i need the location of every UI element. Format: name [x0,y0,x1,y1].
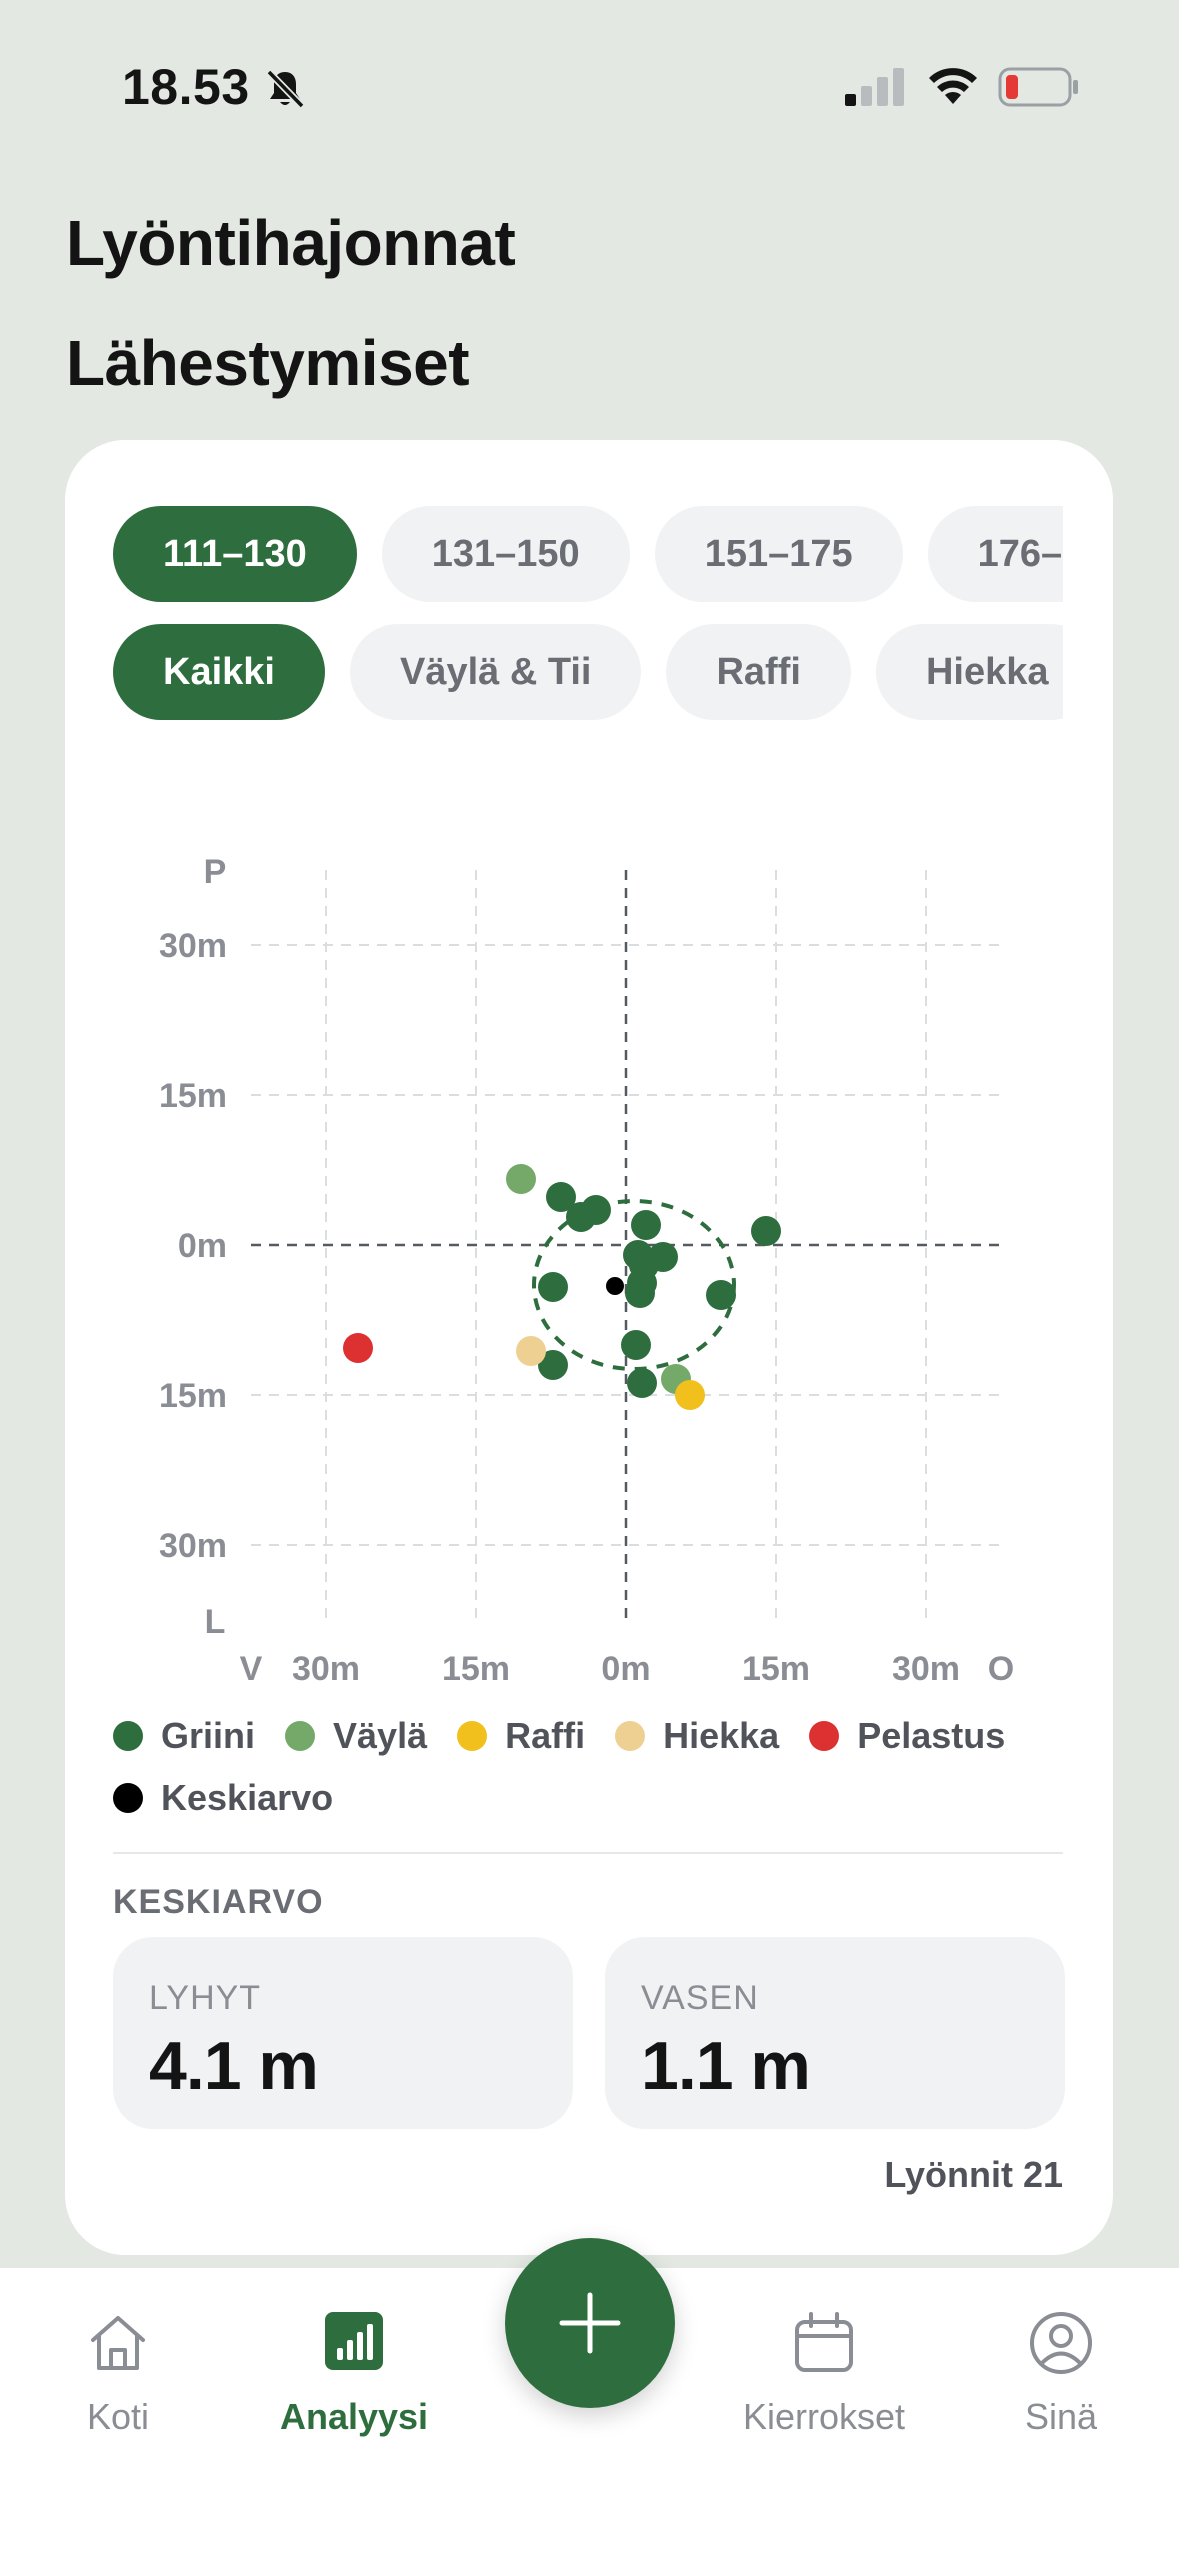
tab-bar: Koti Analyysi Kierrokset Sinä [0,2268,1179,2556]
shot-point-griini [538,1350,568,1380]
lie-filter-chip[interactable]: Hiekka [875,624,1063,720]
stat-left-label: VASEN [641,1979,759,2017]
shot-point-griini [751,1216,781,1246]
tab-profile-label: Sinä [1024,2396,1098,2437]
section-title: Lähestymiset [66,327,470,399]
legend-item: Griini [113,1715,255,1757]
add-round-button[interactable] [505,2238,675,2408]
shot-point-griini [706,1280,736,1310]
distance-filter-chip[interactable]: 151–175 [654,506,903,602]
tab-profile[interactable]: Sinä [943,2268,1179,2468]
legend-label: Griini [161,1715,256,1756]
legend-swatch [285,1721,316,1751]
legend-swatch [113,1721,143,1751]
shot-point-griini [625,1278,655,1308]
tab-rounds[interactable]: Kierrokset [706,2268,942,2468]
stat-short: LYHYT 4.1 m [113,1937,573,2129]
dispersion-scatter-plot: 30m 15m 0m 15m 30m P L 30m 15m 0m 15m 30m V O [159,853,1014,1688]
home-icon [91,2316,145,2370]
x-axis-min-label: V [240,1650,263,1688]
x-tick-label: 0m [601,1650,650,1688]
divider [113,1852,1063,1854]
legend-label: Raffi [505,1715,586,1756]
shot-point-keskiarvo [606,1277,624,1295]
cellular-signal-icon [845,68,904,106]
distance-filter-chip[interactable]: 111–130 [113,506,357,602]
stat-left-value: 1.1 m [641,2028,811,2104]
legend-item: Keskiarvo [113,1777,333,1819]
distance-filter-row: 111–130 131–150 151–175 176– [113,506,1063,602]
legend-item: Raffi [457,1715,585,1757]
distance-filter-chip[interactable]: 131–150 [381,506,630,602]
x-tick-label: 15m [742,1650,810,1688]
shot-point-griini [538,1272,568,1302]
shot-point-griini [627,1368,657,1398]
legend-label: Hiekka [663,1715,780,1756]
x-tick-label: 30m [292,1650,360,1688]
legend-label: Pelastus [857,1715,1006,1756]
legend-item: Väylä [285,1715,427,1757]
y-axis-max-label: P [204,853,227,891]
status-bar: 18.53 [0,0,1179,175]
chart-icon [325,2312,383,2370]
tab-analysis[interactable]: Analyysi [236,2268,472,2468]
y-tick-label: 0m [178,1227,227,1265]
battery-low-icon [998,67,1078,107]
x-axis-max-label: O [988,1650,1014,1688]
y-axis-min-label: L [205,1603,226,1641]
lie-filter-chip[interactable]: Väylä & Tii [349,624,642,720]
shot-point-griini [631,1210,661,1240]
shot-point-väylä [506,1164,536,1194]
shot-count: Lyönnit 21 [884,2154,1063,2195]
bell-muted-icon [266,69,305,109]
tab-home-label: Koti [86,2396,150,2437]
stat-left: VASEN 1.1 m [605,1937,1065,2129]
legend-label: Keskiarvo [161,1777,334,1818]
legend-swatch [809,1721,840,1751]
x-tick-label: 30m [892,1650,960,1688]
dispersion-card: 111–130 131–150 151–175 176– Kaikki Väylä & … [65,440,1113,2255]
lie-filter-chip[interactable]: Raffi [666,624,851,720]
x-tick-label: 15m [442,1650,510,1688]
tab-home[interactable]: Koti [0,2268,236,2468]
lie-filter-row: Kaikki Väylä & Tii Raffi Hiekka [113,624,1063,720]
y-tick-label: 30m [159,927,227,965]
page-title: Lyöntihajonnat [66,207,516,279]
chart-legend: Griini Väylä Raffi Hiekka Pelastus Keskiarvo [113,1715,1063,1839]
legend-label: Väylä [333,1715,428,1756]
average-section-title: KESKIARVO [113,1883,324,1921]
status-time: 18.53 [122,59,250,115]
y-tick-label: 30m [159,1527,227,1565]
shot-point-raffi [675,1380,705,1410]
profile-icon [1030,2312,1092,2374]
legend-item: Hiekka [615,1715,779,1757]
wifi-icon [929,68,977,104]
tab-rounds-label: Kierrokset [742,2396,906,2437]
dispersion-ellipse [532,1199,736,1371]
shot-point-griini [621,1330,651,1360]
legend-swatch [113,1783,143,1813]
shot-point-griini [546,1182,576,1212]
shot-point-pelastus [343,1333,373,1363]
legend-item: Pelastus [809,1715,1005,1757]
distance-filter-chip[interactable]: 176– [927,506,1063,602]
calendar-icon [795,2312,853,2372]
legend-swatch [615,1721,646,1751]
shot-point-griini [581,1195,611,1225]
shot-point-hiekka [516,1336,546,1366]
stat-short-value: 4.1 m [149,2028,319,2104]
legend-swatch [457,1721,488,1751]
y-tick-label: 15m [159,1377,227,1415]
plus-icon [559,2292,621,2354]
stat-short-label: LYHYT [149,1979,262,2017]
y-tick-label: 15m [159,1077,227,1115]
tab-analysis-label: Analyysi [279,2396,429,2437]
lie-filter-chip[interactable]: Kaikki [113,624,325,720]
